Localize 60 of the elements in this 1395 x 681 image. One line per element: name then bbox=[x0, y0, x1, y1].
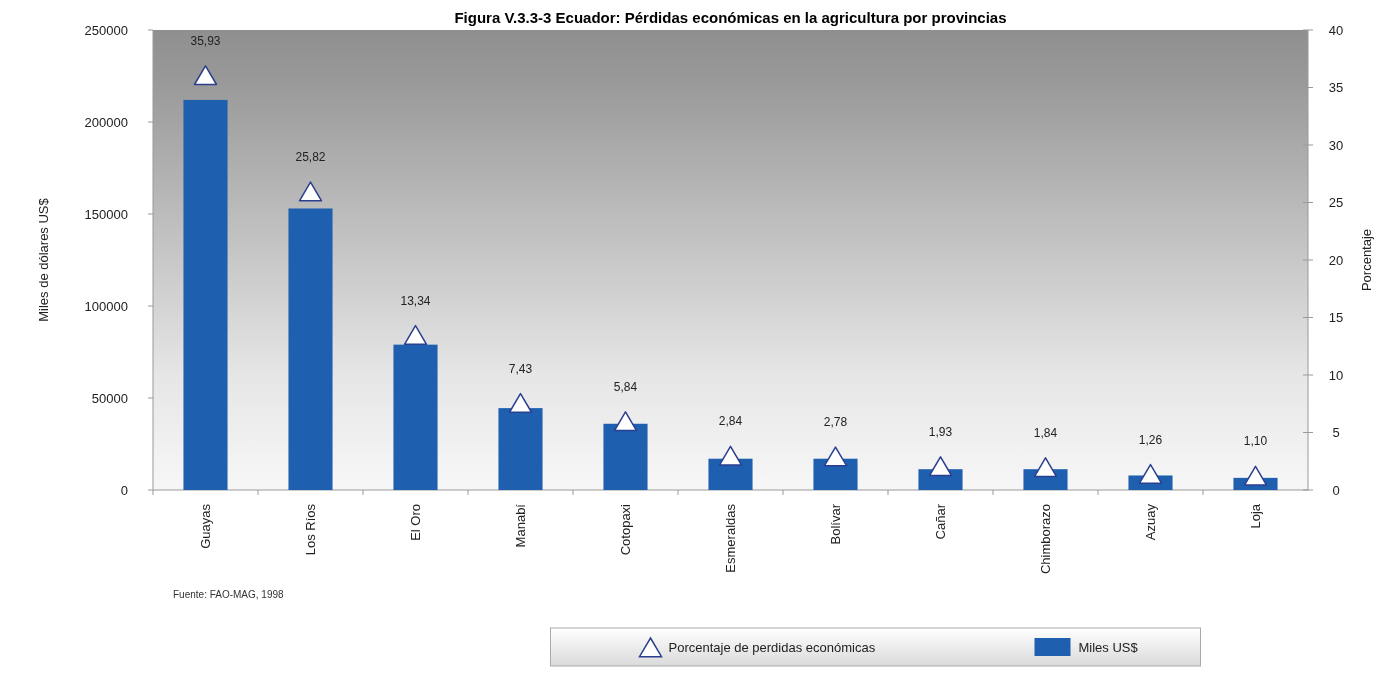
point bbox=[403, 324, 428, 346]
chart-title: Figura V.3.3-3 Ecuador: Pérdidas económicas en la agricultura por provincias bbox=[454, 9, 1007, 26]
data-label: 1,10 bbox=[1243, 434, 1268, 449]
y2-tick-label: 30 bbox=[1328, 137, 1344, 153]
x-tick-label: Bolívar bbox=[828, 503, 844, 545]
bar bbox=[498, 408, 543, 490]
data-label: 2,84 bbox=[718, 414, 743, 429]
y2-tick-label: 15 bbox=[1328, 310, 1344, 326]
y-tick-label: 100000 bbox=[84, 298, 128, 314]
bar bbox=[603, 423, 648, 490]
y-axis-title: Miles de dólares US$ bbox=[36, 197, 51, 322]
y-tick-label: 200000 bbox=[84, 114, 128, 130]
x-tick-label: Chimborazo bbox=[1038, 504, 1054, 575]
x-tick-label: Esmeraldas bbox=[723, 503, 739, 573]
bar bbox=[183, 99, 228, 490]
y-tick-label: 0 bbox=[120, 482, 128, 498]
point bbox=[718, 445, 743, 466]
y2-tick-label: 5 bbox=[1332, 425, 1340, 441]
data-label: 1,84 bbox=[1033, 425, 1058, 440]
bar bbox=[393, 344, 438, 490]
bar bbox=[813, 458, 858, 490]
y2-tick-label: 10 bbox=[1328, 367, 1344, 383]
point bbox=[1033, 457, 1058, 478]
y2-tick-label: 35 bbox=[1328, 80, 1344, 96]
x-tick-label: Manabí bbox=[513, 503, 529, 548]
data-label: 25,82 bbox=[295, 150, 326, 165]
data-label: 2,78 bbox=[823, 415, 848, 430]
bar bbox=[288, 208, 333, 490]
x-tick-label: Cotopaxi bbox=[618, 503, 634, 556]
point bbox=[193, 65, 218, 86]
point bbox=[1243, 465, 1268, 486]
y2-tick-label: 0 bbox=[1332, 482, 1340, 498]
point bbox=[298, 181, 323, 202]
data-label: 13,34 bbox=[400, 293, 431, 308]
x-tick-label: Cañar bbox=[933, 503, 949, 540]
x-tick-label: Los Ríos bbox=[303, 503, 319, 556]
data-label: 5,84 bbox=[613, 379, 638, 394]
y-tick-label: 150000 bbox=[84, 206, 128, 222]
legend-label: Miles US$ bbox=[1078, 639, 1139, 655]
point bbox=[508, 392, 533, 414]
point bbox=[1138, 463, 1163, 484]
data-label: 1,93 bbox=[928, 424, 953, 439]
y2-tick-label: 25 bbox=[1328, 195, 1344, 211]
point bbox=[613, 411, 638, 432]
data-label: 1,26 bbox=[1138, 432, 1163, 447]
y2-axis-title: Porcentaje bbox=[1359, 228, 1374, 292]
legend-label: Porcentaje de perdidas económicas bbox=[668, 639, 876, 655]
y2-tick-label: 20 bbox=[1328, 252, 1344, 268]
x-tick-label: Azuay bbox=[1143, 503, 1159, 541]
x-tick-label: Guayas bbox=[198, 503, 214, 549]
x-tick-label: El Oro bbox=[408, 504, 424, 541]
point bbox=[928, 456, 953, 477]
point bbox=[823, 446, 848, 467]
y-tick-label: 250000 bbox=[84, 22, 128, 38]
source-note: Fuente: FAO-MAG, 1998 bbox=[173, 589, 285, 600]
y2-tick-label: 40 bbox=[1328, 22, 1344, 38]
data-label: 7,43 bbox=[508, 361, 533, 376]
data-label: 35,93 bbox=[190, 33, 221, 48]
y-tick-label: 50000 bbox=[91, 390, 128, 406]
x-tick-label: Loja bbox=[1248, 503, 1264, 529]
